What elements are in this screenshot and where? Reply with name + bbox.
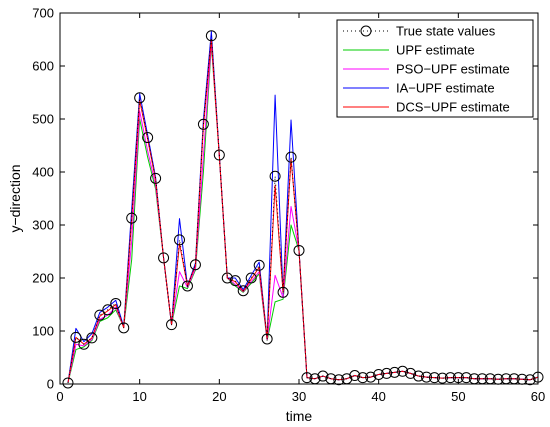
legend-entry-label: DCS−UPF estimate [396,100,510,115]
true-state-point [134,92,146,104]
true-state-point [166,319,178,331]
x-tick-label: 60 [531,389,545,404]
legend-entry-label: True state values [396,24,496,39]
legend-entry-label: PSO−UPF estimate [396,62,510,77]
y-axis-label: y−direction [7,164,23,232]
true-state-point [213,149,225,161]
true-state-point [460,372,472,384]
true-state-point [261,333,273,345]
true-state-point [253,259,265,271]
true-state-point [229,275,241,287]
true-state-point [221,272,233,284]
true-state-point [70,331,82,343]
true-state-point [110,297,122,309]
y-tick-label: 100 [32,324,54,339]
true-state-point [158,252,170,264]
y-tick-label: 200 [32,271,54,286]
true-state-point [181,280,193,292]
true-state-point [62,377,74,389]
series-line-true-state [67,35,539,384]
y-tick-label: 500 [32,112,54,127]
true-state-point [357,372,369,384]
true-state-point [86,332,98,344]
y-tick-label: 0 [47,377,54,392]
legend-swatch-marker [360,25,372,37]
true-state-point [174,234,185,246]
x-tick-label: 50 [451,389,465,404]
true-state-point [405,367,417,379]
true-state-point [285,151,297,163]
true-state-point [269,170,281,182]
true-state-point [197,118,209,130]
plot-frame [59,12,539,385]
true-state-point [102,304,114,316]
true-state-point [277,286,289,298]
x-axis-label: time [286,408,313,424]
true-state-point [524,374,536,386]
legend-entry-label: UPF estimate [396,43,475,58]
y-tick-label: 600 [32,59,54,74]
true-state-point [389,366,401,378]
true-state-point [349,370,361,382]
true-state-point [301,372,313,384]
true-state-point [333,374,345,386]
true-state-point [293,244,305,256]
true-state-point [78,338,90,350]
y-tick-label: 300 [32,218,54,233]
x-tick-label: 0 [56,389,63,404]
true-state-point [397,365,409,377]
true-state-point [189,259,201,271]
true-state-point [205,30,217,42]
true-state-point [428,372,440,384]
true-state-point [150,172,162,184]
true-state-point [237,285,249,297]
true-state-point [118,322,130,334]
true-state-point [413,370,424,382]
true-state-point [126,212,138,224]
true-state-point [365,371,377,383]
true-state-point [142,132,154,144]
true-state-point [94,309,106,321]
y-tick-label: 400 [32,165,54,180]
true-state-point [381,367,393,379]
y-tick-label: 700 [32,6,54,21]
true-state-point [317,370,329,382]
x-tick-label: 40 [371,389,385,404]
x-tick-label: 10 [132,389,146,404]
legend-entry-label: IA−UPF estimate [396,81,495,96]
true-state-point [444,372,456,384]
legend: True state values UPF estimate PSO−UPF est… [336,19,534,118]
x-tick-label: 30 [292,389,306,404]
x-tick-label: 20 [212,389,226,404]
true-state-point [420,371,432,383]
true-state-point [245,272,257,284]
true-state-point [436,372,448,384]
